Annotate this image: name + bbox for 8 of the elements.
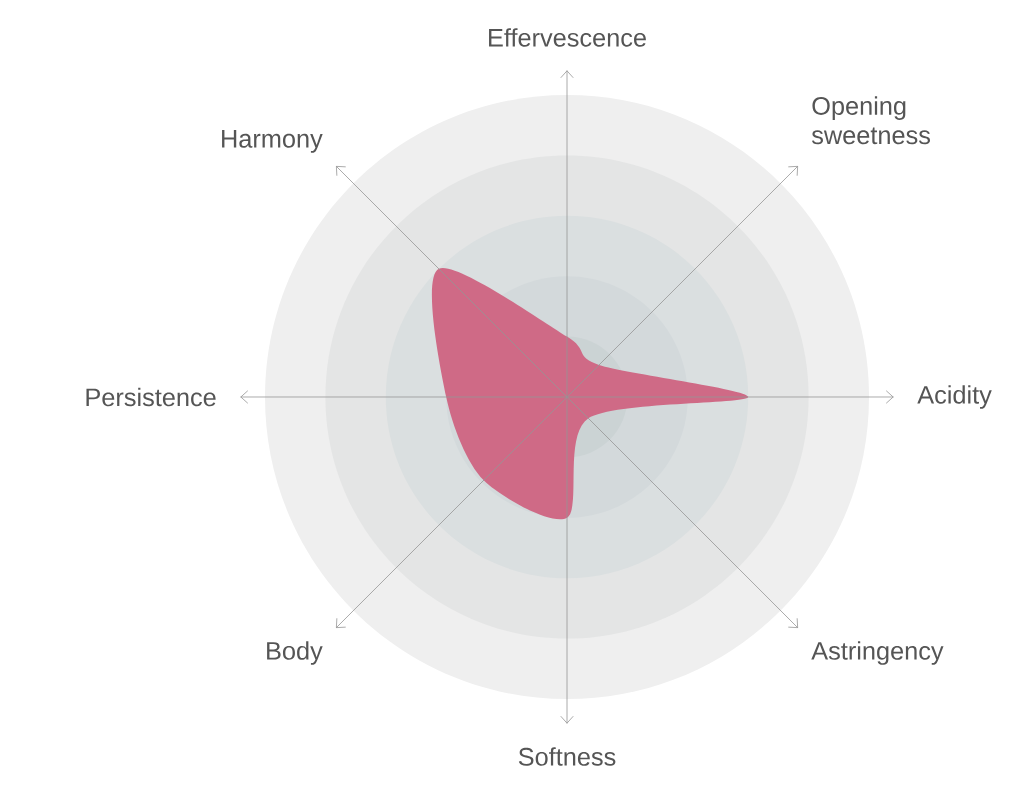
spoke-label: Astringency xyxy=(811,641,944,665)
spoke-label: Acidity xyxy=(917,385,992,409)
spoke-label: Opening sweetness xyxy=(811,96,930,145)
spoke-label: Effervescence xyxy=(489,28,646,47)
spoke-label: Harmony xyxy=(222,130,323,153)
spoke-label: Softness xyxy=(518,747,616,766)
spoke-label: Persistence xyxy=(86,387,216,407)
spoke-label: Body xyxy=(267,641,323,665)
